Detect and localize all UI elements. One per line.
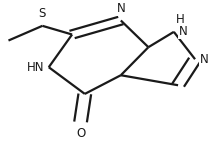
Text: H: H (176, 13, 185, 26)
Text: HN: HN (26, 61, 44, 74)
Text: S: S (39, 7, 46, 20)
Text: N: N (116, 2, 125, 15)
Text: N: N (200, 53, 209, 66)
Text: O: O (76, 127, 85, 140)
Text: N: N (179, 25, 187, 38)
